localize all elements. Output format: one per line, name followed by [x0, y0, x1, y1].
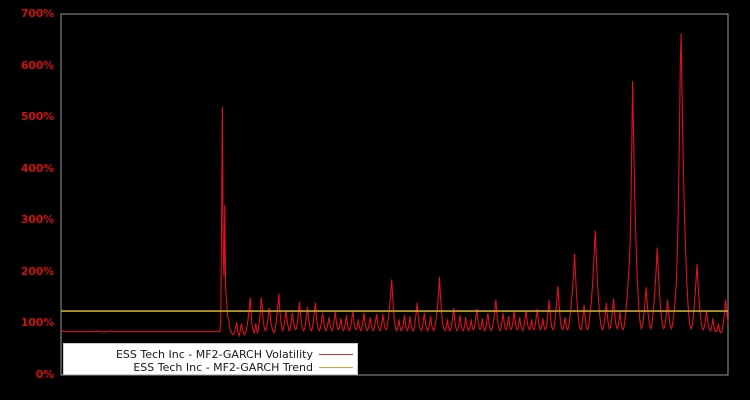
legend-label-trend: ESS Tech Inc - MF2-GARCH Trend: [133, 360, 313, 374]
legend-swatch-trend: [319, 366, 353, 368]
y-axis-tick-300pct: 300%: [20, 213, 54, 227]
series-layer: [60, 33, 729, 338]
y-axis-tick-0pct: 0%: [35, 368, 54, 381]
plot-area-frame: [60, 13, 729, 376]
chart-legend[interactable]: ESS Tech Inc - MF2-GARCH Volatility ESS …: [63, 343, 358, 375]
y-axis-tick-200pct: 200%: [20, 264, 54, 278]
y-axis-tick-700pct: 700%: [20, 7, 54, 20]
y-axis-tick-100pct: 100%: [20, 316, 54, 330]
y-axis-tick-400pct: 400%: [20, 161, 54, 175]
legend-item-volatility[interactable]: ESS Tech Inc - MF2-GARCH Volatility: [116, 347, 353, 361]
y-axis-tick-600pct: 600%: [20, 58, 54, 72]
legend-item-trend[interactable]: ESS Tech Inc - MF2-GARCH Trend: [133, 360, 353, 374]
series-line-volatility: [60, 33, 729, 338]
legend-swatch-volatility: [319, 353, 353, 355]
legend-label-volatility: ESS Tech Inc - MF2-GARCH Volatility: [115, 347, 313, 361]
y-axis-tick-500pct: 500%: [20, 110, 54, 124]
